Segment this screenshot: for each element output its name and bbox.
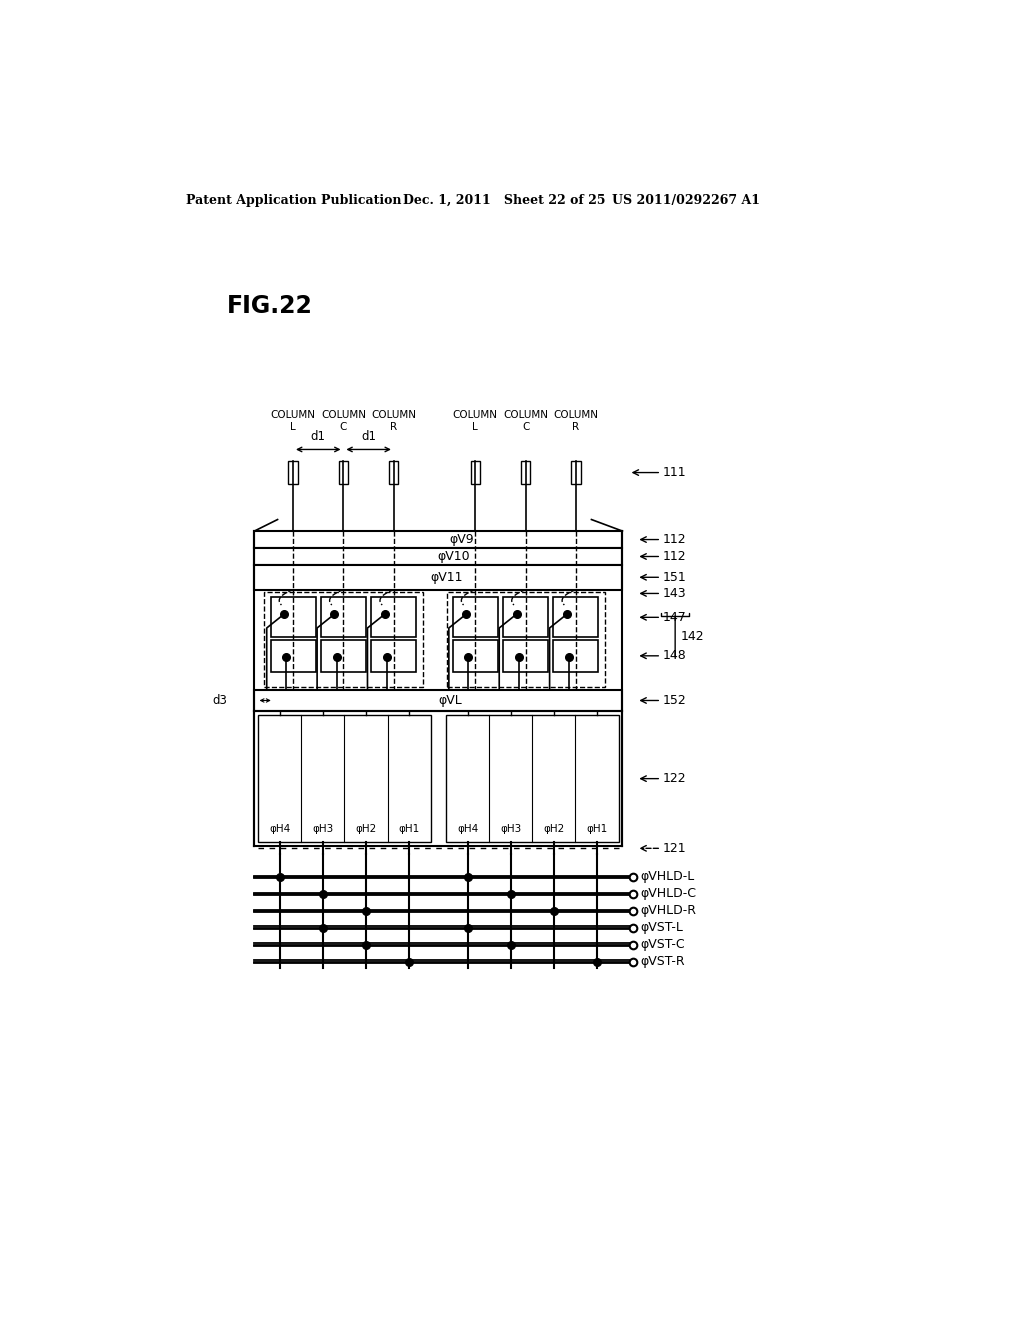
Text: φVST-L: φVST-L [640, 921, 683, 935]
Text: φH4: φH4 [457, 825, 478, 834]
Text: 151: 151 [663, 570, 686, 583]
Bar [372, 640, 417, 672]
Bar [289, 461, 298, 484]
Text: 142: 142 [681, 630, 705, 643]
Text: 111: 111 [663, 466, 686, 479]
Bar [446, 715, 618, 842]
Bar [339, 461, 348, 484]
Text: COLUMN
R: COLUMN R [553, 411, 598, 432]
Text: COLUMN
L: COLUMN L [270, 411, 315, 432]
Text: φH2: φH2 [355, 825, 377, 834]
Bar [554, 598, 598, 638]
Text: φH1: φH1 [398, 825, 420, 834]
Text: φVHLD-L: φVHLD-L [640, 870, 694, 883]
Text: φVST-C: φVST-C [640, 939, 685, 952]
Text: d3: d3 [212, 694, 227, 708]
Bar [264, 591, 423, 688]
Text: 112: 112 [663, 550, 686, 564]
Bar [321, 640, 366, 672]
Text: Patent Application Publication: Patent Application Publication [186, 194, 401, 207]
Text: φVHLD-C: φVHLD-C [640, 887, 696, 900]
Text: 147: 147 [663, 611, 686, 624]
Text: d1: d1 [361, 430, 376, 444]
Bar [254, 565, 623, 590]
Bar [571, 461, 581, 484]
Bar [503, 640, 548, 672]
Text: φV11: φV11 [430, 570, 463, 583]
Text: φH3: φH3 [500, 825, 521, 834]
Text: 148: 148 [663, 649, 686, 663]
Text: φVL: φVL [438, 694, 462, 708]
Text: FIG.22: FIG.22 [227, 294, 313, 318]
Text: 112: 112 [663, 533, 686, 546]
Text: φH3: φH3 [312, 825, 334, 834]
Bar [372, 598, 417, 638]
Text: φVST-R: φVST-R [640, 954, 685, 968]
Bar [254, 531, 623, 548]
Bar [321, 598, 366, 638]
Bar [453, 598, 498, 638]
Text: 152: 152 [663, 694, 686, 708]
Text: COLUMN
L: COLUMN L [453, 411, 498, 432]
Text: COLUMN
C: COLUMN C [321, 411, 366, 432]
Text: COLUMN
C: COLUMN C [503, 411, 548, 432]
Bar [254, 548, 623, 565]
Text: φV10: φV10 [437, 550, 470, 564]
Bar [554, 640, 598, 672]
Bar [270, 640, 315, 672]
Text: d1: d1 [310, 430, 326, 444]
Text: φH1: φH1 [587, 825, 607, 834]
Text: 143: 143 [663, 587, 686, 601]
Text: φVHLD-R: φVHLD-R [640, 904, 696, 917]
Text: 122: 122 [663, 772, 686, 785]
Bar [471, 461, 480, 484]
Bar [254, 689, 623, 711]
Text: φV9: φV9 [450, 533, 474, 546]
Text: COLUMN
R: COLUMN R [372, 411, 417, 432]
Text: φH4: φH4 [269, 825, 291, 834]
Bar [446, 591, 604, 688]
Text: Dec. 1, 2011   Sheet 22 of 25: Dec. 1, 2011 Sheet 22 of 25 [403, 194, 605, 207]
Bar [453, 640, 498, 672]
Bar [258, 715, 431, 842]
Bar [503, 598, 548, 638]
Bar [389, 461, 398, 484]
Bar [521, 461, 530, 484]
Bar [270, 598, 315, 638]
Text: φH2: φH2 [544, 825, 564, 834]
Text: US 2011/0292267 A1: US 2011/0292267 A1 [612, 194, 761, 207]
Text: 121: 121 [663, 842, 686, 855]
